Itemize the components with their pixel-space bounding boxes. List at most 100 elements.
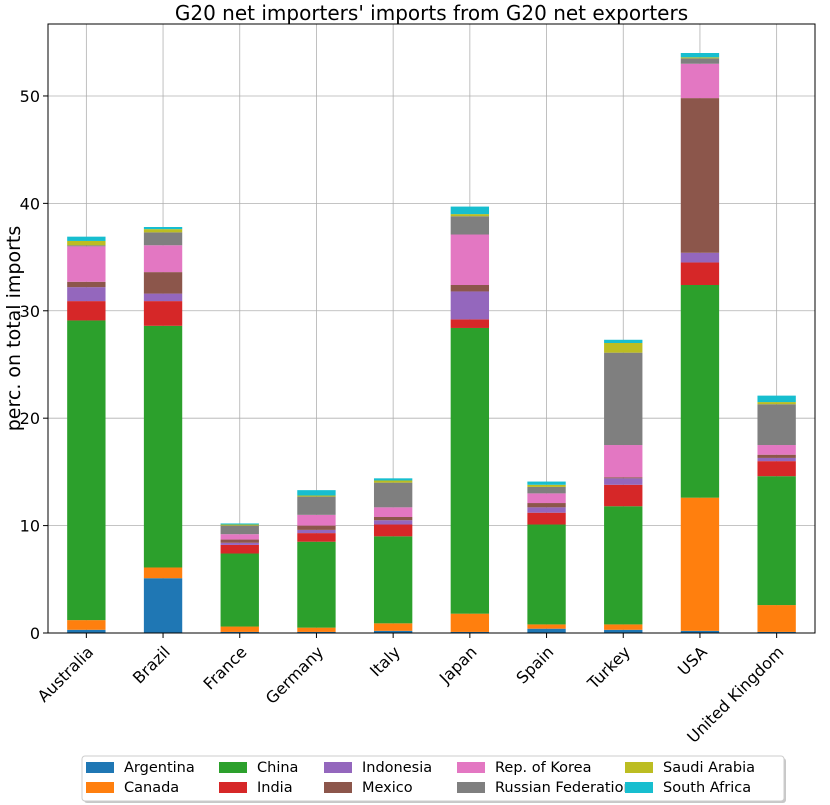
bar-segment: United Kingdom – Indonesia: 0.3 <box>757 457 796 462</box>
bar-segment: United Kingdom – Mexico: 0.3 <box>757 454 796 458</box>
bar-segment: Turkey – India: 2 <box>604 484 643 507</box>
bar-segment: Spain – Mexico: 0.4 <box>527 503 566 508</box>
bars: Australia – Argentina: 0.3Australia – Ca… <box>67 53 796 633</box>
bar-segment: Germany – China: 8 <box>297 541 336 628</box>
legend-label: Rep. of Korea <box>495 760 591 776</box>
bar-segment: Spain – Saudi Arabia: 0.2 <box>527 484 566 487</box>
bar-segment: Australia – Rep. of Korea: 3.3 <box>67 246 106 282</box>
y-tick-label: 30 <box>20 302 40 321</box>
bar-segment: United Kingdom – Rep. of Korea: 0.9 <box>757 445 796 455</box>
x-tick-label: Italy <box>366 642 404 680</box>
legend-swatch <box>625 782 653 793</box>
x-tick-label: Germany <box>262 642 327 707</box>
bar-segment: Turkey – Saudi Arabia: 0.9 <box>604 343 643 353</box>
legend-label: Saudi Arabia <box>663 760 755 776</box>
legend-swatch <box>324 782 352 793</box>
bar-segment: United Kingdom – India: 1.4 <box>757 461 796 477</box>
bar-segment: Japan – Saudi Arabia: 0.2 <box>450 214 490 217</box>
bar-segment: Germany – Argentina: 0.1 <box>297 631 336 633</box>
bar-segment: Italy – Saudi Arabia: 0.2 <box>373 480 413 483</box>
y-tick-label: 10 <box>20 517 40 536</box>
legend-label: Russian Federation <box>495 780 633 796</box>
plot-frame <box>47 23 816 634</box>
legend: Argentina Canada China India Indonesia Mexico… <box>81 755 786 803</box>
bar-segment: United Kingdom – Saudi Arabia: 0.2 <box>757 402 796 405</box>
bar-segment: USA – Indonesia: 0.9 <box>680 252 720 263</box>
bar-segment: Germany – India: 0.8 <box>297 533 336 542</box>
bar-segment: Turkey – Rep. of Korea: 3 <box>604 445 643 478</box>
bar-segment: Italy – Argentina: 0.2 <box>373 630 413 633</box>
bar-segment: France – Indonesia: 0.2 <box>220 542 259 545</box>
bar-segment: France – Rep. of Korea: 0.5 <box>220 534 259 540</box>
bar-segment: Japan – Russian Federation: 1.7 <box>450 216 490 235</box>
bar-segment: Brazil – Saudi Arabia: 0.3 <box>143 229 183 233</box>
legend-swatch <box>457 782 485 793</box>
bar-segment: Spain – India: 1.1 <box>527 512 566 525</box>
bar-segment: Spain – Canada: 0.4 <box>527 624 566 629</box>
bar-segment: France – Canada: 0.5 <box>220 626 259 632</box>
bar-segment: Germany – Saudi Arabia: 0.1 <box>297 495 336 497</box>
bar-segment: Japan – Canada: 1.7 <box>450 613 490 632</box>
bar-segment: Spain – Russian Federation: 0.6 <box>527 486 566 494</box>
bar-segment: Turkey – Canada: 0.5 <box>604 624 643 630</box>
bar-segment: France – Russian Federation: 0.8 <box>220 525 259 535</box>
bar-segment: Turkey – South Africa: 0.3 <box>604 339 643 343</box>
bar-segment: Japan – Argentina: 0.1 <box>450 631 490 633</box>
legend-swatch <box>86 782 114 793</box>
bar-segment: Germany – Russian Federation: 1.7 <box>297 496 336 515</box>
bar-segment: Brazil – Russian Federation: 1.2 <box>143 232 183 246</box>
bar-segment: France – Argentina: 0.1 <box>220 631 259 633</box>
bar-segment: Brazil – South Africa: 0.2 <box>143 227 183 230</box>
bar-segment: USA – South Africa: 0.4 <box>680 53 720 58</box>
bar-segment: Brazil – Argentina: 5.1 <box>143 578 183 633</box>
bar-segment: France – China: 6.8 <box>220 553 259 627</box>
bar-segment: United Kingdom – South Africa: 0.6 <box>757 395 796 403</box>
bar-segment: Turkey – Russian Federation: 8.6 <box>604 352 643 446</box>
bar-segment: Japan – Mexico: 0.6 <box>450 285 490 292</box>
bar-segment: France – India: 0.8 <box>220 544 259 554</box>
legend-label: Argentina <box>124 760 195 776</box>
bar-segment: Spain – China: 9.3 <box>527 524 566 625</box>
bar-segment: United Kingdom – Argentina: 0.1 <box>757 631 796 633</box>
bar-segment: Japan – India: 0.8 <box>450 319 490 328</box>
x-tick-label: Australia <box>34 642 97 705</box>
bar-segment: Australia – Indonesia: 1.3 <box>67 287 106 302</box>
legend-label: Canada <box>124 780 179 796</box>
bar-segment: France – Mexico: 0.3 <box>220 539 259 543</box>
x-tick-label: Japan <box>435 642 481 688</box>
bar-segment: Spain – Argentina: 0.4 <box>527 628 566 633</box>
bar-segment: Brazil – Mexico: 2 <box>143 272 183 294</box>
bar-segment: Spain – Rep. of Korea: 0.9 <box>527 493 566 504</box>
bar-segment: Turkey – Argentina: 0.3 <box>604 629 643 633</box>
bar-segment: Japan – South Africa: 0.7 <box>450 206 490 215</box>
legend-swatch <box>625 762 653 773</box>
legend-swatch <box>219 782 247 793</box>
bar-segment: Italy – India: 1.1 <box>373 524 413 537</box>
bar-segment: Turkey – Indonesia: 0.6 <box>604 478 643 485</box>
bar-segment: Germany – South Africa: 0.5 <box>297 490 336 496</box>
bar-segment: Australia – Russian Federation: 0.1 <box>67 245 106 247</box>
legend-label: South Africa <box>663 780 751 796</box>
bar-segment: Italy – China: 8.1 <box>373 536 413 624</box>
legend-box <box>81 755 785 802</box>
legend-swatch <box>457 762 485 773</box>
y-tick-label: 40 <box>20 194 40 213</box>
bar-segment: USA – Russian Federation: 0.5 <box>680 58 720 64</box>
x-tick-label: USA <box>674 642 711 679</box>
legend-label: China <box>257 760 298 776</box>
bar-segment: USA – China: 19.8 <box>680 285 720 498</box>
bar-segment: Australia – South Africa: 0.4 <box>67 236 106 241</box>
chart-title: G20 net importers' imports from G20 net … <box>175 1 688 25</box>
bar-segment: Brazil – Rep. of Korea: 2.5 <box>143 245 183 273</box>
y-tick-label: 0 <box>30 624 40 643</box>
bar-segment: Germany – Mexico: 0.4 <box>297 525 336 530</box>
bar-segment: Australia – Mexico: 0.5 <box>67 281 106 288</box>
legend-swatch <box>219 762 247 773</box>
bar-segment: Germany – Rep. of Korea: 1 <box>297 514 336 526</box>
bar-segment: USA – Rep. of Korea: 3.2 <box>680 63 720 99</box>
bar-segment: USA – India: 2.1 <box>680 262 720 285</box>
bar-segment: Spain – Indonesia: 0.5 <box>527 507 566 513</box>
legend-label: India <box>257 780 293 796</box>
legend-label: Indonesia <box>362 760 432 776</box>
bar-segment: Australia – Argentina: 0.3 <box>67 629 106 633</box>
